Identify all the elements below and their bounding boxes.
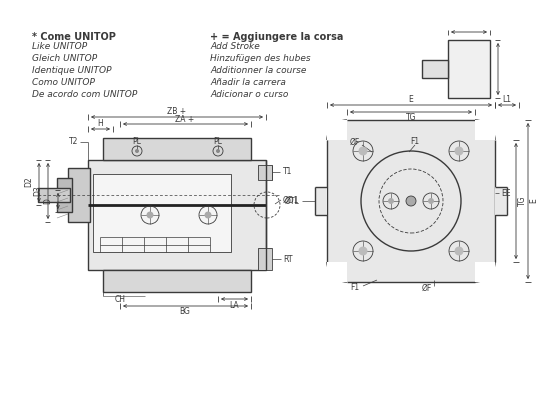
Bar: [93, 174, 231, 252]
Bar: [475, 120, 495, 140]
Text: D3: D3: [33, 186, 42, 196]
Circle shape: [406, 196, 416, 206]
Text: ØTL: ØTL: [284, 196, 299, 206]
Bar: [103, 138, 251, 160]
Bar: [495, 187, 507, 215]
Bar: [68, 168, 90, 222]
Text: D2: D2: [24, 177, 33, 187]
Bar: [315, 187, 327, 215]
Bar: [258, 248, 272, 270]
Text: F1: F1: [351, 284, 360, 292]
Bar: [88, 160, 266, 270]
Text: D: D: [43, 198, 52, 204]
Text: RT: RT: [283, 254, 293, 264]
Bar: [327, 120, 347, 140]
Text: Como UNITOP: Como UNITOP: [32, 78, 95, 87]
Text: EE: EE: [501, 188, 511, 198]
Text: Añadir la carrera: Añadir la carrera: [210, 78, 286, 87]
Text: TG: TG: [406, 112, 416, 122]
Bar: [448, 40, 490, 98]
Bar: [88, 160, 266, 270]
Circle shape: [135, 149, 139, 153]
Bar: [38, 188, 70, 202]
Text: E: E: [530, 199, 538, 203]
Text: H: H: [97, 118, 103, 128]
Circle shape: [388, 198, 394, 204]
Bar: [258, 248, 272, 270]
Bar: [475, 262, 495, 282]
Circle shape: [147, 212, 154, 218]
Text: ØD1: ØD1: [283, 196, 300, 204]
Text: De acordo com UNITOP: De acordo com UNITOP: [32, 90, 137, 99]
Circle shape: [216, 149, 220, 153]
Text: CH: CH: [115, 294, 126, 304]
Text: L1: L1: [503, 94, 511, 104]
Bar: [57, 178, 72, 212]
Text: BG: BG: [180, 308, 190, 316]
Text: Like UNITOP: Like UNITOP: [32, 42, 87, 51]
Text: ØF: ØF: [422, 284, 432, 292]
Bar: [327, 120, 495, 282]
Bar: [68, 168, 90, 222]
Text: ZA +: ZA +: [175, 114, 195, 124]
Text: T1: T1: [283, 168, 292, 176]
Bar: [258, 165, 272, 180]
Text: PL: PL: [214, 138, 222, 146]
Bar: [38, 188, 70, 202]
Text: Gleich UNITOP: Gleich UNITOP: [32, 54, 97, 63]
Text: * Come UNITOP: * Come UNITOP: [32, 32, 116, 42]
Bar: [103, 138, 251, 160]
Text: LA: LA: [229, 300, 239, 310]
Bar: [327, 262, 347, 282]
Text: ØF: ØF: [350, 138, 360, 146]
Text: Identique UNITOP: Identique UNITOP: [32, 66, 111, 75]
Text: Adicionar o curso: Adicionar o curso: [210, 90, 288, 99]
Circle shape: [359, 146, 367, 156]
Bar: [258, 165, 272, 180]
Text: F1: F1: [411, 138, 420, 146]
Text: Add Stroke: Add Stroke: [210, 42, 260, 51]
Text: TG: TG: [518, 196, 526, 206]
Circle shape: [359, 246, 367, 256]
Circle shape: [454, 146, 464, 156]
Text: Additionner la course: Additionner la course: [210, 66, 306, 75]
Text: PL: PL: [133, 138, 141, 146]
Text: ZB +: ZB +: [167, 106, 187, 116]
Circle shape: [454, 246, 464, 256]
Circle shape: [428, 198, 434, 204]
Text: Hinzufügen des hubes: Hinzufügen des hubes: [210, 54, 311, 63]
Bar: [103, 270, 251, 292]
Text: E: E: [408, 94, 413, 104]
Text: + = Aggiungere la corsa: + = Aggiungere la corsa: [210, 32, 344, 42]
Circle shape: [204, 212, 212, 218]
Bar: [103, 270, 251, 292]
Bar: [93, 174, 231, 252]
Bar: [422, 60, 448, 78]
Text: T2: T2: [69, 138, 78, 146]
Bar: [57, 178, 72, 212]
